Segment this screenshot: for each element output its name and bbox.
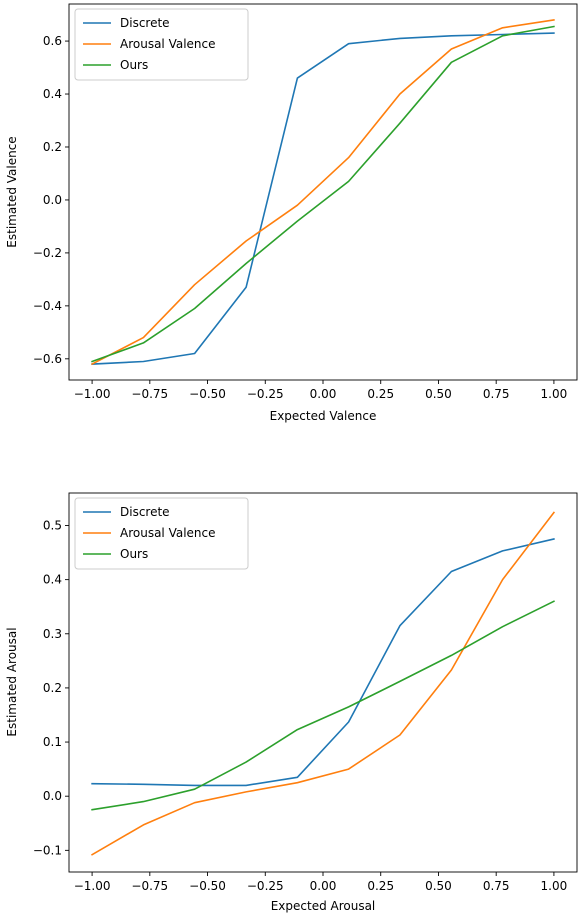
series-line-discrete (91, 32, 555, 365)
x-tick-label: −1.00 (74, 879, 111, 893)
series-line-arousal-valence (91, 511, 556, 856)
y-tick-label: 0.2 (43, 681, 62, 695)
legend: Discrete Arousal Valence Ours (74, 8, 249, 81)
series-line-ours (91, 600, 555, 811)
x-tick-label: 0.00 (310, 879, 337, 893)
y-tick-label: 0.4 (43, 573, 62, 587)
y-tick-label: 0.0 (43, 193, 62, 207)
y-tick-label: 0.0 (43, 789, 62, 803)
y-tick-label: 0.6 (43, 34, 62, 48)
x-tick-label: 0.25 (367, 387, 394, 401)
y-axis-label: Estimated Arousal (5, 627, 19, 736)
x-tick-label: 1.00 (541, 387, 568, 401)
legend-label: Ours (120, 58, 148, 72)
x-tick-label: −0.75 (131, 879, 168, 893)
series-line-discrete (91, 538, 555, 787)
x-tick-label: −0.50 (189, 879, 226, 893)
chart-2: −1.00 −0.75 −0.50 −0.25 0.00 0.25 0.50 0.75 1.00… (5, 492, 578, 913)
legend-label: Discrete (120, 16, 170, 30)
x-tick-label: 0.50 (425, 879, 452, 893)
legend-box (74, 8, 249, 81)
y-tick-label: −0.1 (33, 843, 62, 857)
x-axis-label: Expected Arousal (271, 899, 376, 913)
y-tick-label: −0.2 (33, 246, 62, 260)
legend-label: Ours (120, 547, 148, 561)
legend-box (74, 497, 249, 570)
y-tick-label: −0.4 (33, 299, 62, 313)
y-tick-label: 0.2 (43, 140, 62, 154)
y-tick-label: −0.6 (33, 352, 62, 366)
x-tick-label: 0.75 (483, 879, 510, 893)
series-line-ours (91, 25, 555, 363)
x-tick-label: −0.25 (247, 387, 284, 401)
x-tick-label: 0.00 (310, 387, 337, 401)
x-tick-label: 0.75 (483, 387, 510, 401)
x-tick-label: −0.75 (131, 387, 168, 401)
x-axis-label: Expected Valence (270, 409, 377, 423)
y-axis-label: Estimated Valence (5, 136, 19, 247)
y-tick-label: 0.5 (43, 518, 62, 532)
y-tick-label: 0.3 (43, 627, 62, 641)
legend-label: Arousal Valence (120, 37, 216, 51)
x-tick-label: 0.25 (367, 879, 394, 893)
y-tick-label: 0.4 (43, 87, 62, 101)
x-tick-label: 0.50 (425, 387, 452, 401)
x-tick-label: 1.00 (541, 879, 568, 893)
legend-label: Arousal Valence (120, 526, 216, 540)
chart-1: −1.00 −0.75 −0.50 −0.25 0.00 0.25 0.50 0.75 1.00… (5, 3, 578, 423)
x-tick-label: −0.25 (247, 879, 284, 893)
x-tick-label: −0.50 (189, 387, 226, 401)
x-tick-label: −1.00 (74, 387, 111, 401)
y-tick-label: 0.1 (43, 735, 62, 749)
series-line-arousal-valence (91, 18, 555, 366)
legend: Discrete Arousal Valence Ours (74, 497, 249, 570)
legend-label: Discrete (120, 505, 170, 519)
